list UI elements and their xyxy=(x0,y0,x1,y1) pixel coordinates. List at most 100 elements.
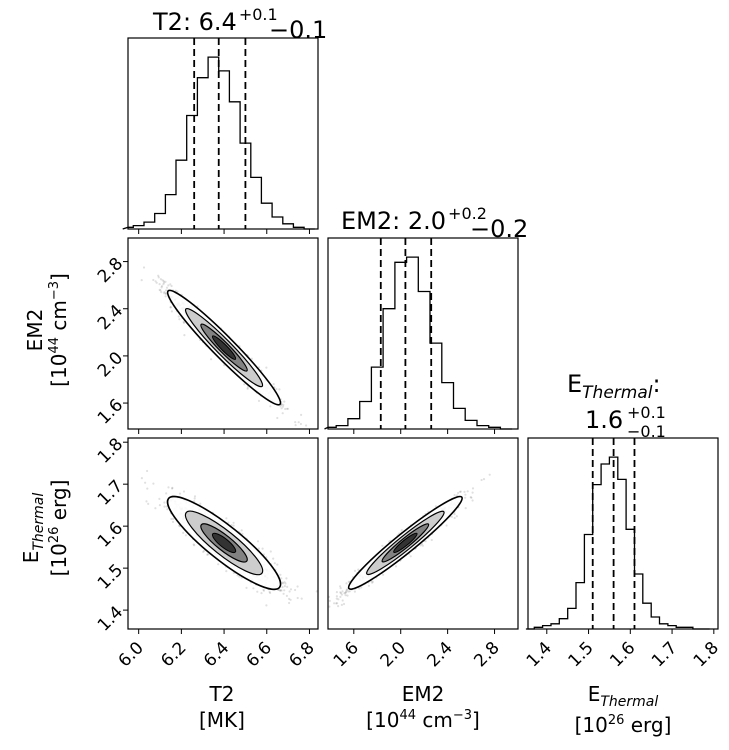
sample-point xyxy=(155,281,158,284)
sample-point xyxy=(300,597,303,600)
sample-point xyxy=(340,603,343,607)
sample-point xyxy=(176,290,179,293)
sample-point xyxy=(250,357,253,360)
scatter-panel-EM2-E_Thermal xyxy=(311,437,519,630)
sample-point xyxy=(261,547,264,550)
sample-point xyxy=(243,383,246,386)
title-t2: T2: 6.4 +0.1 xyxy=(152,5,278,36)
sample-point xyxy=(225,517,228,520)
sample-point xyxy=(256,540,260,543)
sample-point xyxy=(225,570,228,573)
sample-point xyxy=(284,407,287,411)
sample-point xyxy=(343,592,346,595)
sample-point xyxy=(163,281,166,284)
sample-point xyxy=(488,473,491,476)
sample-point xyxy=(206,553,210,556)
sample-point xyxy=(165,292,168,295)
sample-point xyxy=(157,274,160,277)
sample-point xyxy=(335,591,338,594)
sample-point xyxy=(202,550,205,554)
sample-point xyxy=(162,280,165,283)
sample-point xyxy=(347,580,350,584)
sample-point xyxy=(159,278,162,281)
sample-point xyxy=(178,318,181,321)
panel-frame-diag-2 xyxy=(527,437,719,630)
svg-text:[1026 erg]: [1026 erg] xyxy=(47,480,71,577)
sample-point xyxy=(184,534,187,537)
sample-point xyxy=(283,585,286,588)
xlabel-t2-unit: [MK] xyxy=(199,708,245,732)
sample-point xyxy=(284,582,287,585)
y-tick-label-E_Thermal: 1.6 xyxy=(94,518,127,551)
sample-point xyxy=(162,283,165,286)
sample-point xyxy=(269,591,272,595)
sample-point xyxy=(342,602,346,606)
sample-point xyxy=(285,407,289,410)
xlabel-em2-unit: [1044 cm−3] xyxy=(366,708,480,732)
svg-text:[1044 cm−3]: [1044 cm−3] xyxy=(47,273,71,387)
title-em2-minus: −0.2 xyxy=(470,215,528,243)
xlabel-em2: EM2 xyxy=(402,682,445,706)
sample-point xyxy=(145,500,148,503)
sample-point xyxy=(337,605,340,608)
svg-text:EM2: EM2 xyxy=(23,309,47,352)
sample-point xyxy=(245,586,248,590)
sample-point xyxy=(464,493,467,496)
x-tick-label-E_Thermal: 1.6 xyxy=(606,638,639,671)
sample-point xyxy=(453,516,456,520)
x-tick-label-E_Thermal: 1.5 xyxy=(564,638,597,671)
sample-point xyxy=(178,492,182,495)
sample-point xyxy=(241,532,244,536)
sample-point xyxy=(278,388,281,391)
title-ethermal-minus: −0.1 xyxy=(627,422,666,441)
sample-point xyxy=(471,499,474,502)
sample-point xyxy=(457,491,460,495)
y-tick-label-EM2: 2.0 xyxy=(94,348,127,381)
sample-point xyxy=(272,557,275,560)
sample-point xyxy=(158,288,161,291)
sample-point xyxy=(246,386,249,389)
scatter-panel-T2-E_Thermal xyxy=(127,437,319,630)
sample-point xyxy=(160,285,164,288)
sample-point xyxy=(346,588,349,591)
sample-point xyxy=(158,283,161,286)
sample-point xyxy=(140,279,143,282)
sample-point xyxy=(146,487,149,490)
sample-point xyxy=(281,581,284,584)
sample-point xyxy=(297,421,300,424)
sample-point xyxy=(268,590,271,594)
sample-point xyxy=(192,543,195,546)
sample-point xyxy=(280,403,283,406)
sample-point xyxy=(311,623,313,625)
sample-point xyxy=(165,286,169,289)
x-tick-label-T2: 6.8 xyxy=(285,638,318,671)
sample-point xyxy=(347,590,350,593)
sample-point xyxy=(257,399,261,402)
sample-point xyxy=(294,421,297,424)
sample-point xyxy=(420,543,424,546)
sample-point xyxy=(279,589,282,592)
sample-point xyxy=(152,482,155,485)
sample-point xyxy=(269,550,272,553)
sample-point xyxy=(315,590,318,593)
sample-point xyxy=(170,517,173,521)
sample-point xyxy=(280,589,283,592)
sample-point xyxy=(193,495,197,498)
sample-point xyxy=(466,490,469,493)
sample-point xyxy=(288,601,291,605)
sample-point xyxy=(328,605,331,608)
sample-point xyxy=(160,286,163,289)
x-tick-label-EM2: 2.0 xyxy=(377,638,410,671)
sample-point xyxy=(169,306,172,309)
sample-point xyxy=(171,487,174,490)
sample-point xyxy=(193,497,196,500)
sample-point xyxy=(286,407,290,410)
sample-point xyxy=(265,604,268,607)
sample-point xyxy=(296,596,299,600)
sample-point xyxy=(170,284,173,288)
sample-point xyxy=(419,544,422,547)
sample-point xyxy=(166,508,169,511)
histogram-EM2 xyxy=(324,256,513,430)
sample-point xyxy=(182,531,185,535)
sample-point xyxy=(163,501,166,504)
